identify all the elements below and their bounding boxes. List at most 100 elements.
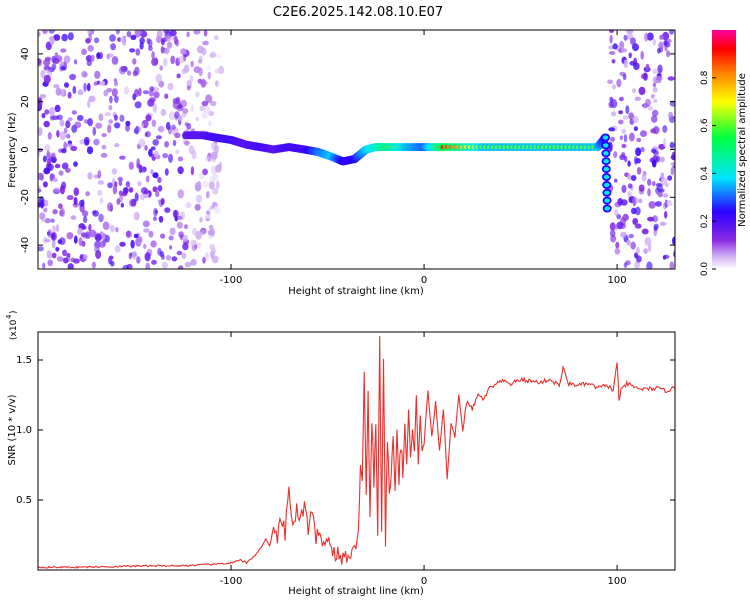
noise-speckle (95, 250, 101, 259)
noise-speckle (103, 221, 110, 230)
noise-speckle (205, 214, 211, 219)
noise-speckle (87, 118, 93, 126)
colorbar-gradient (712, 30, 736, 269)
signal-track-point (604, 198, 610, 202)
noise-speckle (121, 66, 127, 72)
noise-speckle (195, 204, 201, 211)
noise-speckle (46, 150, 50, 158)
noise-speckle (55, 105, 61, 112)
noise-speckle (73, 258, 80, 263)
noise-speckle (659, 189, 664, 193)
noise-speckle (195, 231, 202, 240)
noise-speckle (150, 240, 156, 247)
noise-speckle (129, 162, 134, 170)
noise-speckle (647, 188, 651, 196)
snr-x-axis-label: Height of straight line (km) (288, 586, 424, 597)
noise-speckle (62, 250, 67, 257)
noise-speckle (103, 90, 108, 97)
noise-speckle (652, 160, 657, 168)
noise-speckle (149, 97, 156, 102)
noise-speckle (162, 262, 168, 269)
noise-speckle (109, 34, 116, 41)
signal-track-point (603, 135, 609, 139)
noise-speckle (132, 251, 138, 260)
noise-speckle (92, 262, 96, 269)
noise-speckle (212, 174, 218, 182)
noise-speckle (68, 32, 74, 40)
noise-speckle (162, 153, 168, 158)
noise-speckle (191, 166, 194, 175)
noise-speckle (87, 172, 92, 179)
noise-speckle (77, 115, 84, 121)
noise-speckle (99, 113, 104, 121)
noise-speckle (166, 122, 171, 130)
noise-speckle (170, 30, 177, 36)
noise-speckle (186, 202, 192, 208)
noise-speckle (612, 59, 616, 63)
noise-speckle (107, 124, 111, 133)
noise-speckle (130, 35, 136, 40)
noise-speckle (199, 106, 204, 111)
noise-speckle (135, 101, 142, 108)
noise-speckle (201, 79, 207, 88)
spectrogram-y-axis-label: Frequency (Hz) (7, 112, 18, 188)
snr-x-ticks: -100 0 100 (220, 332, 627, 587)
noise-speckle (208, 230, 213, 235)
noise-speckle (126, 181, 131, 187)
noise-speckle (95, 123, 102, 129)
noise-speckle (64, 82, 69, 88)
noise-speckle (632, 43, 639, 51)
noise-speckle (635, 97, 642, 101)
noise-speckle (144, 190, 148, 195)
noise-speckle (89, 33, 92, 42)
noise-speckle (153, 91, 159, 98)
noise-speckle (36, 148, 43, 152)
noise-speckle (139, 28, 143, 34)
noise-speckle (41, 215, 44, 222)
noise-speckle (656, 155, 660, 162)
noise-speckle (47, 260, 53, 267)
noise-speckle (636, 255, 642, 262)
noise-speckle (201, 47, 206, 55)
snr-y-ticks: 0.51.01.5 (16, 355, 675, 506)
noise-speckle (114, 143, 119, 147)
noise-speckle (613, 43, 618, 49)
noise-speckle (112, 178, 115, 187)
noise-speckle (616, 214, 621, 219)
noise-speckle (635, 207, 641, 216)
noise-speckle (647, 217, 654, 222)
spectrogram-x-tick-label: -100 (220, 275, 243, 286)
noise-speckle (667, 175, 672, 180)
noise-speckle (643, 72, 648, 81)
noise-speckle (168, 83, 174, 91)
noise-speckle (74, 122, 81, 129)
noise-speckle (180, 48, 186, 55)
noise-speckle (124, 86, 129, 95)
spectrogram-y-tick-label: 20 (20, 95, 31, 108)
noise-speckle (88, 45, 94, 52)
noise-speckle (184, 141, 190, 146)
noise-speckle (109, 96, 113, 104)
noise-speckle (97, 170, 101, 179)
noise-speckle (112, 88, 118, 97)
noise-speckle (207, 65, 212, 71)
noise-speckle (660, 157, 665, 163)
noise-speckle (83, 254, 88, 259)
noise-speckle (671, 167, 674, 175)
noise-speckle (609, 35, 612, 44)
noise-speckle (622, 214, 629, 221)
noise-speckle (630, 242, 636, 250)
noise-speckle (160, 234, 165, 239)
noise-speckle (639, 185, 645, 192)
noise-speckle (94, 37, 99, 43)
noise-speckle (58, 239, 63, 244)
noise-speckle (158, 126, 165, 132)
noise-speckle (96, 52, 100, 59)
noise-speckle (110, 43, 116, 50)
noise-speckle (173, 140, 177, 146)
noise-speckle (97, 190, 102, 196)
noise-speckle (49, 107, 55, 116)
noise-speckle (178, 265, 183, 270)
noise-speckle (168, 154, 173, 163)
noise-speckle (170, 56, 175, 65)
